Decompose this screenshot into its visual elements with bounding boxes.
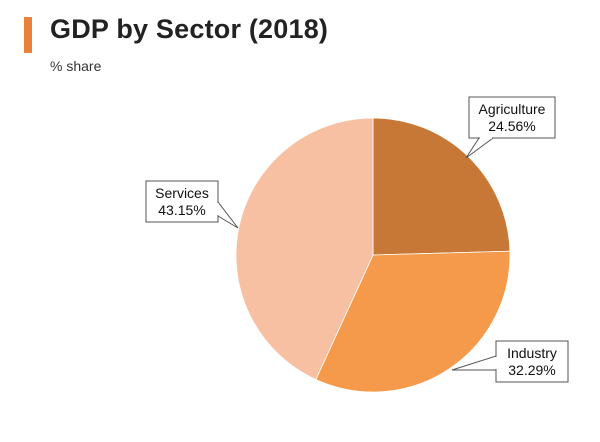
slice-label-name-agriculture: Agriculture	[479, 101, 546, 117]
chart-title: GDP by Sector (2018)	[50, 14, 329, 44]
title-accent-bar	[24, 17, 32, 53]
callout-box-services	[145, 180, 219, 223]
pie-slice-industry	[315, 250, 511, 393]
slice-label-value-agriculture: 24.56%	[488, 118, 535, 134]
slice-label-value-industry: 32.29%	[508, 362, 555, 378]
chart-subtitle: % share	[50, 58, 102, 74]
slice-label-name-industry: Industry	[507, 345, 557, 361]
callout-box-agriculture	[468, 96, 556, 139]
pie-slices	[235, 117, 511, 393]
pie-slice-agriculture	[372, 117, 511, 256]
slice-label-name-services: Services	[155, 185, 209, 201]
callout-pointer-agriculture	[465, 137, 495, 159]
pie-slice-services	[235, 117, 374, 381]
slice-label-value-services: 43.15%	[158, 202, 205, 218]
callout-pointer-services	[217, 200, 239, 229]
